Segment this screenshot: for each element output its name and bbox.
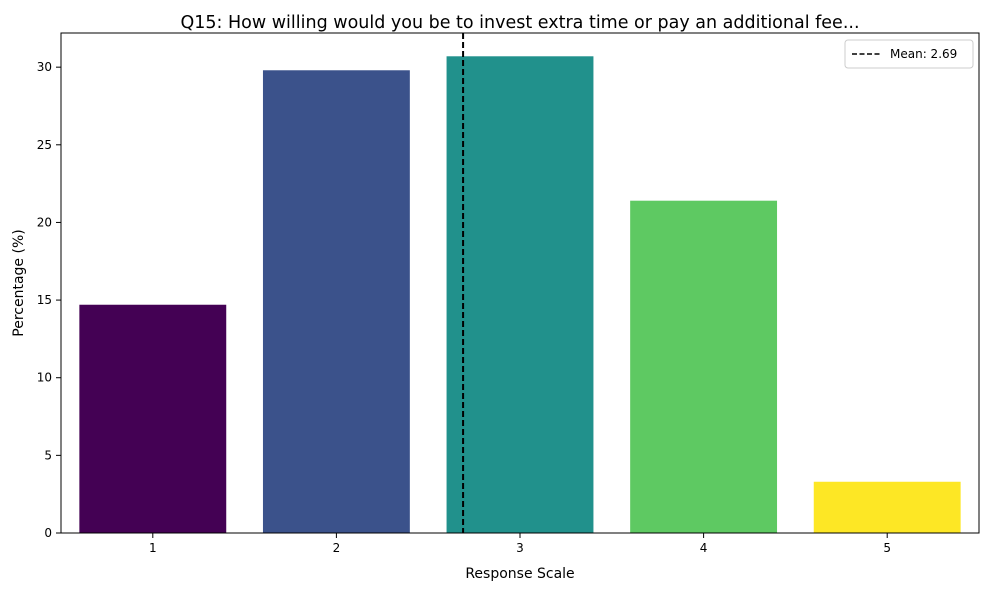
x-tick-label-3: 3 [516,541,524,555]
x-axis-label: Response Scale [465,566,574,582]
y-axis-label: Percentage (%) [11,229,27,336]
legend-frame [844,39,974,69]
legend: Mean: 2.69 [844,39,974,69]
x-tick-label-1: 1 [149,541,157,555]
bar-1 [79,304,227,533]
y-tick-label-10: 10 [37,371,52,385]
bar-4 [630,200,778,534]
y-tick-label-0: 0 [44,526,52,540]
y-tick-label-20: 20 [37,215,52,229]
y-tick-label-30: 30 [37,60,52,74]
y-tick-label-15: 15 [37,293,52,307]
y-tick-label-25: 25 [37,138,52,152]
bar-5 [813,481,961,533]
bar-3 [446,56,594,533]
x-tick-label-5: 5 [883,541,891,555]
plot-area: 1 2 3 4 5 0 5 10 15 20 25 30 [37,32,980,555]
bar-2 [262,70,410,533]
chart-title: Q15: How willing would you be to invest … [180,13,859,33]
x-tick-label-2: 2 [333,541,341,555]
x-tick-label-4: 4 [700,541,708,555]
legend-mean-label: Mean: 2.69 [890,47,957,61]
y-tick-label-5: 5 [44,448,52,462]
